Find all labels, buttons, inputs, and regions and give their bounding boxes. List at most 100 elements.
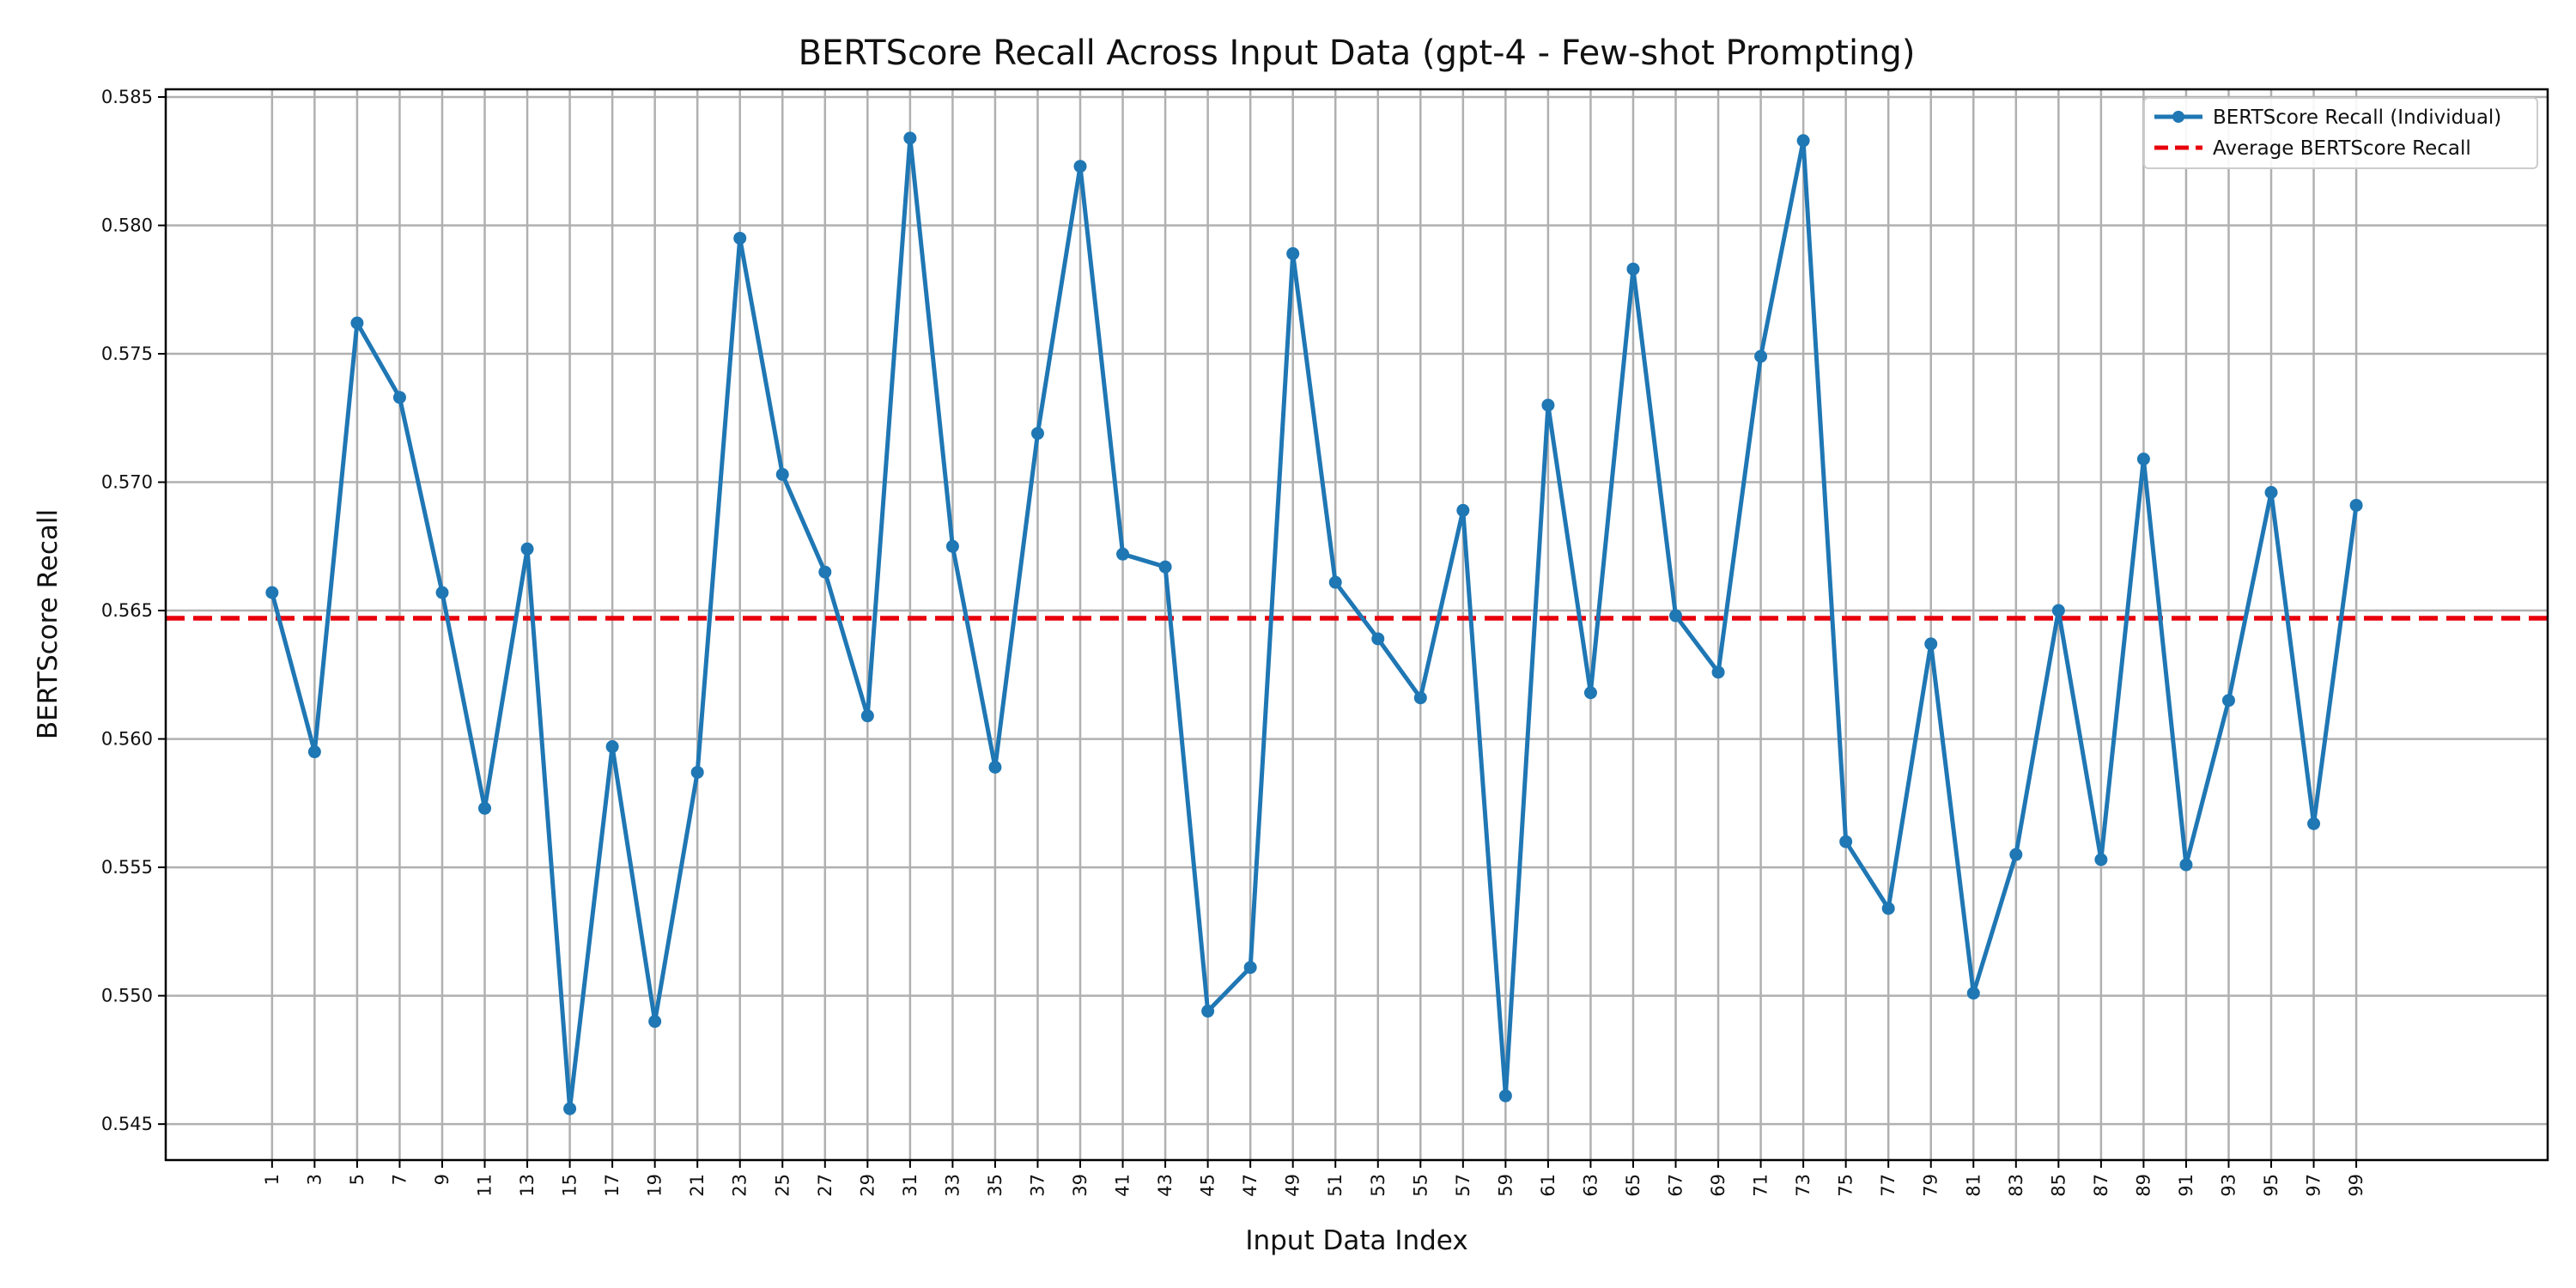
data-point xyxy=(2051,604,2065,617)
x-tick-label: 57 xyxy=(1453,1174,1473,1197)
y-tick-label: 0.545 xyxy=(101,1114,153,1134)
data-point xyxy=(1754,349,1768,363)
x-tick-label: 69 xyxy=(1708,1174,1728,1197)
data-point xyxy=(1796,134,1810,148)
data-point xyxy=(1924,637,1938,651)
plot-frame xyxy=(164,88,2549,1162)
x-tick-label: 31 xyxy=(900,1174,920,1197)
x-tick-label: 75 xyxy=(1836,1174,1856,1197)
data-point xyxy=(435,586,449,599)
y-tick-label: 0.550 xyxy=(101,986,153,1006)
data-point xyxy=(563,1102,577,1115)
series-line xyxy=(270,136,2359,1111)
data-point xyxy=(903,131,917,145)
data-point xyxy=(478,801,492,815)
data-point xyxy=(860,709,874,723)
x-tick-label: 49 xyxy=(1283,1174,1303,1197)
x-tick-label: 85 xyxy=(2048,1174,2069,1197)
legend-label: Average BERTScore Recall xyxy=(2213,137,2471,160)
x-tick-label: 79 xyxy=(1921,1174,1941,1197)
y-tick-label: 0.575 xyxy=(101,343,153,364)
data-point xyxy=(1243,961,1257,975)
data-point xyxy=(1456,503,1470,517)
x-tick-label: 95 xyxy=(2261,1174,2281,1197)
x-tick-label: 89 xyxy=(2133,1174,2154,1197)
data-point xyxy=(1583,686,1597,700)
x-tick-label: 91 xyxy=(2176,1174,2196,1197)
x-tick-label: 41 xyxy=(1113,1174,1133,1197)
x-tick-label: 5 xyxy=(347,1174,368,1185)
x-tick-label: 59 xyxy=(1495,1174,1516,1197)
data-point xyxy=(818,565,832,579)
data-point xyxy=(648,1015,662,1029)
legend-box xyxy=(2143,97,2538,169)
data-point xyxy=(2179,858,2193,872)
y-tick-label: 0.585 xyxy=(101,87,153,107)
x-tick-label: 39 xyxy=(1070,1174,1091,1197)
data-point xyxy=(1711,665,1725,679)
x-tick-label: 97 xyxy=(2304,1174,2324,1197)
data-point xyxy=(1541,398,1555,412)
legend-label: BERTScore Recall (Individual) xyxy=(2213,106,2501,129)
data-point xyxy=(1371,632,1385,646)
x-tick-label: 71 xyxy=(1751,1174,1771,1197)
x-tick-label: 19 xyxy=(645,1174,665,1197)
grid xyxy=(166,89,2548,1160)
x-tick-label: 83 xyxy=(2006,1174,2026,1197)
y-tick-label: 0.580 xyxy=(101,215,153,235)
x-tick-label: 61 xyxy=(1538,1174,1558,1197)
chart-title: BERTScore Recall Across Input Data (gpt-… xyxy=(799,33,1916,73)
legend: BERTScore Recall (Individual) Average BER… xyxy=(2143,97,2538,169)
data-point xyxy=(1328,575,1342,589)
x-tick-label: 81 xyxy=(1963,1174,1984,1197)
x-tick-label: 65 xyxy=(1623,1174,1643,1197)
data-point xyxy=(2349,498,2363,512)
x-tick-label: 13 xyxy=(517,1174,538,1197)
x-tick-label: 3 xyxy=(304,1174,325,1185)
data-point xyxy=(1201,1005,1215,1018)
x-tick-label: 21 xyxy=(687,1174,708,1197)
x-axis-label: Input Data Index xyxy=(1245,1225,1467,1256)
data-point xyxy=(2221,694,2235,708)
data-point xyxy=(945,539,959,553)
data-point xyxy=(1498,1089,1512,1103)
x-axis-ticks: 1 3 5 7 9 11 13 15 17 19 21 23 25 27 29 31 33 35 37 39 41 43 4… xyxy=(262,1160,2366,1197)
x-tick-label: 93 xyxy=(2218,1174,2239,1197)
data-point xyxy=(605,740,619,754)
x-tick-label: 87 xyxy=(2091,1174,2111,1197)
x-tick-label: 11 xyxy=(475,1174,495,1197)
x-tick-label: 51 xyxy=(1325,1174,1346,1197)
y-tick-label: 0.570 xyxy=(101,472,153,493)
y-axis-ticks: 0.545 0.550 0.555 0.560 0.565 0.570 0.575 0.580… xyxy=(101,87,166,1134)
data-point xyxy=(307,745,321,759)
x-tick-label: 53 xyxy=(1368,1174,1388,1197)
series-layer xyxy=(265,131,2363,1115)
x-tick-label: 63 xyxy=(1580,1174,1601,1197)
x-tick-label: 1 xyxy=(262,1174,283,1185)
data-point xyxy=(520,542,534,556)
data-point xyxy=(690,765,704,779)
x-tick-label: 33 xyxy=(942,1174,963,1197)
data-point xyxy=(1881,902,1895,915)
y-tick-label: 0.565 xyxy=(101,600,153,621)
data-point xyxy=(2264,485,2278,499)
data-point xyxy=(2009,848,2023,861)
x-tick-label: 35 xyxy=(985,1174,1005,1197)
x-tick-label: 7 xyxy=(389,1174,410,1185)
data-point xyxy=(1413,691,1427,705)
x-tick-label: 43 xyxy=(1155,1174,1176,1197)
x-tick-label: 67 xyxy=(1666,1174,1686,1197)
data-point xyxy=(1966,987,1980,1000)
x-tick-label: 27 xyxy=(815,1174,835,1197)
data-point xyxy=(1030,427,1044,440)
data-point xyxy=(2307,817,2321,830)
x-tick-label: 37 xyxy=(1027,1174,1048,1197)
x-tick-label: 77 xyxy=(1878,1174,1899,1197)
data-point xyxy=(1158,560,1172,574)
data-point xyxy=(733,231,747,245)
data-point xyxy=(1286,246,1300,260)
data-point xyxy=(2136,453,2150,466)
x-tick-label: 9 xyxy=(432,1174,453,1185)
